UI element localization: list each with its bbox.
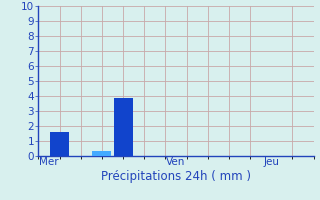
Bar [50,132,69,156]
Bar [114,98,132,156]
Bar [92,151,111,156]
X-axis label: Précipitations 24h ( mm ): Précipitations 24h ( mm ) [101,170,251,183]
